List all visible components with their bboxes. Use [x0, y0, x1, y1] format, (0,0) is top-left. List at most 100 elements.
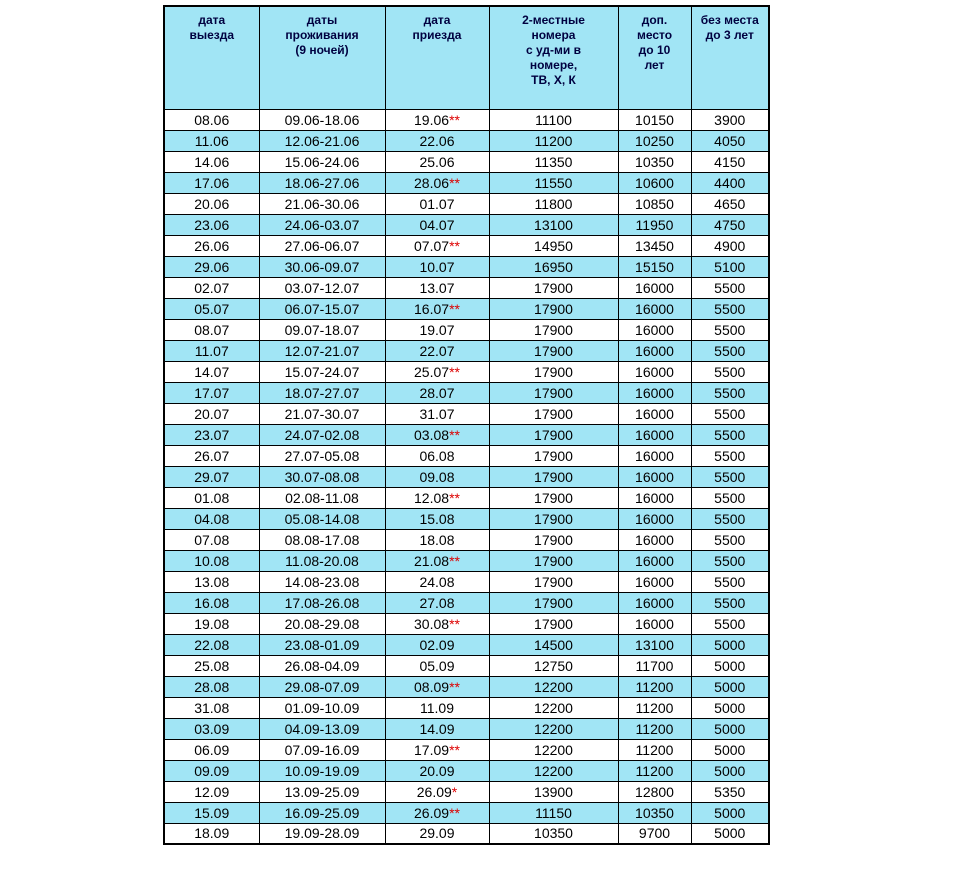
cell-arrival-date: 18.08	[384, 528, 490, 551]
cell-departure-date: 23.07	[163, 423, 260, 446]
cell-double-room-price: 10350	[488, 822, 619, 845]
table-row: 28.08 29.08-07.09 08.09** 12200 11200 50…	[163, 675, 770, 698]
cell-stay-dates: 24.06-03.07	[258, 213, 386, 236]
cell-double-room-price: 17900	[488, 570, 619, 593]
cell-no-seat-price: 5500	[690, 318, 770, 341]
cell-no-seat-price: 5350	[690, 780, 770, 803]
table-row: 26.07 27.07-05.08 06.08 17900 16000 5500	[163, 444, 770, 467]
cell-arrival-date: 06.08	[384, 444, 490, 467]
cell-stay-dates: 05.08-14.08	[258, 507, 386, 530]
cell-double-room-price: 13100	[488, 213, 619, 236]
cell-stay-dates: 27.06-06.07	[258, 234, 386, 257]
cell-departure-date: 08.06	[163, 108, 260, 131]
cell-double-room-price: 12200	[488, 696, 619, 719]
cell-departure-date: 17.07	[163, 381, 260, 404]
cell-arrival-date: 29.09	[384, 822, 490, 845]
cell-stay-dates: 29.08-07.09	[258, 675, 386, 698]
cell-no-seat-price: 5500	[690, 486, 770, 509]
cell-stay-dates: 18.07-27.07	[258, 381, 386, 404]
cell-departure-date: 18.09	[163, 822, 260, 845]
cell-extra-seat-price: 16000	[617, 318, 692, 341]
table-row: 11.07 12.07-21.07 22.07 17900 16000 5500	[163, 339, 770, 362]
table-row: 13.08 14.08-23.08 24.08 17900 16000 5500	[163, 570, 770, 593]
cell-arrival-date: 10.07	[384, 255, 490, 278]
cell-extra-seat-price: 16000	[617, 297, 692, 320]
cell-arrival-date: 14.09	[384, 717, 490, 740]
cell-arrival-date: 04.07	[384, 213, 490, 236]
table-row: 23.06 24.06-03.07 04.07 13100 11950 4750	[163, 213, 770, 236]
cell-arrival-date: 15.08	[384, 507, 490, 530]
cell-arrival-date: 13.07	[384, 276, 490, 299]
cell-arrival-date: 26.09**	[384, 801, 490, 824]
cell-double-room-price: 17900	[488, 318, 619, 341]
cell-arrival-date: 31.07	[384, 402, 490, 425]
footnote-marker: **	[449, 300, 460, 317]
cell-stay-dates: 30.07-08.08	[258, 465, 386, 488]
cell-departure-date: 02.07	[163, 276, 260, 299]
table-row: 22.08 23.08-01.09 02.09 14500 13100 5000	[163, 633, 770, 656]
cell-extra-seat-price: 10150	[617, 108, 692, 131]
cell-extra-seat-price: 15150	[617, 255, 692, 278]
table-row: 08.07 09.07-18.07 19.07 17900 16000 5500	[163, 318, 770, 341]
footnote-marker: **	[449, 615, 460, 632]
cell-arrival-date: 11.09	[384, 696, 490, 719]
cell-stay-dates: 10.09-19.09	[258, 759, 386, 782]
cell-arrival-date: 25.06	[384, 150, 490, 173]
cell-no-seat-price: 4150	[690, 150, 770, 173]
cell-no-seat-price: 5500	[690, 570, 770, 593]
table-row: 17.06 18.06-27.06 28.06** 11550 10600 44…	[163, 171, 770, 194]
footnote-marker: **	[449, 111, 460, 128]
cell-double-room-price: 17900	[488, 612, 619, 635]
cell-departure-date: 14.07	[163, 360, 260, 383]
header-row: дата выезда даты проживания (9 ночей) да…	[163, 5, 770, 110]
cell-extra-seat-price: 16000	[617, 591, 692, 614]
table-row: 12.09 13.09-25.09 26.09* 13900 12800 535…	[163, 780, 770, 803]
cell-double-room-price: 17900	[488, 549, 619, 572]
cell-arrival-date: 22.06	[384, 129, 490, 152]
table-row: 04.08 05.08-14.08 15.08 17900 16000 5500	[163, 507, 770, 530]
cell-arrival-date: 28.06**	[384, 171, 490, 194]
cell-stay-dates: 11.08-20.08	[258, 549, 386, 572]
cell-departure-date: 06.09	[163, 738, 260, 761]
cell-double-room-price: 12200	[488, 675, 619, 698]
cell-stay-dates: 13.09-25.09	[258, 780, 386, 803]
cell-extra-seat-price: 16000	[617, 465, 692, 488]
cell-departure-date: 29.07	[163, 465, 260, 488]
column-header-double-room: 2-местные номера с уд-ми в номере, ТВ, Х…	[488, 5, 619, 110]
cell-arrival-date: 05.09	[384, 654, 490, 677]
cell-arrival-date: 20.09	[384, 759, 490, 782]
cell-extra-seat-price: 11200	[617, 759, 692, 782]
cell-arrival-date: 19.07	[384, 318, 490, 341]
cell-stay-dates: 24.07-02.08	[258, 423, 386, 446]
cell-departure-date: 03.09	[163, 717, 260, 740]
cell-extra-seat-price: 16000	[617, 612, 692, 635]
footnote-marker: *	[451, 783, 458, 800]
cell-extra-seat-price: 16000	[617, 381, 692, 404]
cell-stay-dates: 09.07-18.07	[258, 318, 386, 341]
cell-departure-date: 11.06	[163, 129, 260, 152]
cell-stay-dates: 16.09-25.09	[258, 801, 386, 824]
table-row: 07.08 08.08-17.08 18.08 17900 16000 5500	[163, 528, 770, 551]
cell-arrival-date: 02.09	[384, 633, 490, 656]
cell-stay-dates: 21.07-30.07	[258, 402, 386, 425]
cell-extra-seat-price: 9700	[617, 822, 692, 845]
cell-no-seat-price: 4400	[690, 171, 770, 194]
cell-stay-dates: 02.08-11.08	[258, 486, 386, 509]
cell-departure-date: 28.08	[163, 675, 260, 698]
cell-departure-date: 04.08	[163, 507, 260, 530]
footnote-marker: **	[449, 552, 460, 569]
cell-no-seat-price: 5500	[690, 507, 770, 530]
cell-arrival-date: 28.07	[384, 381, 490, 404]
cell-no-seat-price: 5000	[690, 633, 770, 656]
column-header-stay-dates: даты проживания (9 ночей)	[258, 5, 386, 110]
cell-departure-date: 14.06	[163, 150, 260, 173]
cell-stay-dates: 26.08-04.09	[258, 654, 386, 677]
cell-double-room-price: 11150	[488, 801, 619, 824]
cell-arrival-date: 01.07	[384, 192, 490, 215]
cell-no-seat-price: 5500	[690, 528, 770, 551]
cell-stay-dates: 04.09-13.09	[258, 717, 386, 740]
table-row: 08.06 09.06-18.06 19.06** 11100 10150 39…	[163, 108, 770, 131]
table-row: 02.07 03.07-12.07 13.07 17900 16000 5500	[163, 276, 770, 299]
cell-departure-date: 29.06	[163, 255, 260, 278]
cell-stay-dates: 23.08-01.09	[258, 633, 386, 656]
